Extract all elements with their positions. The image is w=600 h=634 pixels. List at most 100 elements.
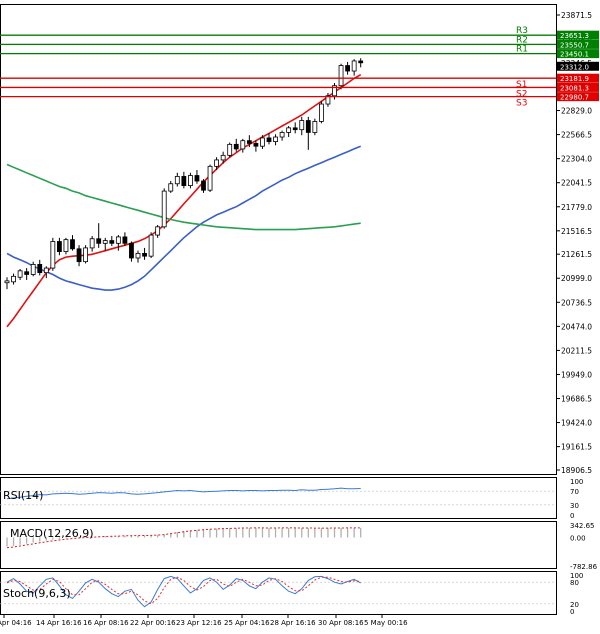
price-pane xyxy=(4,58,364,328)
stoch-tick-label: 20 xyxy=(570,601,579,609)
y-tick-label: 22041.5 xyxy=(561,179,592,188)
rsi-tick-label: 70 xyxy=(570,488,579,496)
level-value-box xyxy=(557,92,599,102)
candle-body xyxy=(181,176,187,186)
pane-border xyxy=(0,477,557,519)
candle-body xyxy=(351,60,357,72)
candle-body xyxy=(266,137,272,143)
y-tick-label: 23871.5 xyxy=(561,11,592,20)
x-tick-label: 14 Apr 16:16 xyxy=(36,619,82,627)
candle-body xyxy=(240,140,246,150)
candle-body xyxy=(260,137,265,147)
candle-body xyxy=(338,65,344,87)
y-tick-label: 20736.5 xyxy=(561,298,592,307)
candle-body xyxy=(168,183,174,192)
level-value-label: 23450.1 xyxy=(560,51,589,59)
pane-border xyxy=(0,521,557,569)
y-tick-label: 22829.0 xyxy=(561,107,592,116)
candle-body xyxy=(279,132,285,138)
candle-body xyxy=(122,236,128,244)
level-value-box xyxy=(557,30,599,40)
pane-border xyxy=(0,571,557,615)
candle-body xyxy=(109,240,115,244)
candle-body xyxy=(76,248,82,263)
candle-body xyxy=(135,253,141,259)
candle-body xyxy=(17,270,23,278)
y-tick-label: 20211.5 xyxy=(561,346,592,355)
candle-body xyxy=(50,241,56,269)
candle-body xyxy=(273,136,278,143)
last-price-box xyxy=(557,61,599,71)
candle-body xyxy=(253,143,259,147)
x-tick-label: 16 Apr 08:16 xyxy=(83,619,129,627)
stoch-d-line xyxy=(6,576,361,605)
moving-average-line xyxy=(6,163,361,231)
candle-body xyxy=(148,234,154,257)
y-tick-label: 22304.0 xyxy=(561,155,592,164)
stoch-tick-label: 80 xyxy=(570,579,579,587)
level-value-box xyxy=(557,82,599,92)
level-label: S2 xyxy=(516,89,527,99)
level-label: R2 xyxy=(516,35,528,45)
level-label: S1 xyxy=(516,80,527,90)
level-label: S3 xyxy=(516,99,527,109)
rsi-line xyxy=(6,487,361,500)
level-value-label: 23651.3 xyxy=(560,32,589,40)
x-tick-label: 28 Apr 16:16 xyxy=(270,619,316,627)
level-value-box xyxy=(557,49,599,59)
y-tick-label: 22566.5 xyxy=(561,131,592,140)
y-tick-label: 19949.0 xyxy=(561,370,592,379)
candle-body xyxy=(11,275,16,283)
candle-body xyxy=(187,175,193,186)
stoch-k-line xyxy=(6,575,361,608)
candle-body xyxy=(286,127,292,133)
candle-body xyxy=(96,238,102,244)
y-tick-label: 21779.0 xyxy=(561,203,592,212)
candle-body xyxy=(63,239,69,252)
x-tick-label: 5 May 00:16 xyxy=(364,619,408,627)
candle-body xyxy=(83,247,88,263)
x-tick-label: 25 Apr 04:16 xyxy=(224,619,270,627)
level-value-label: 23181.9 xyxy=(560,75,589,83)
rsi-pane: 100 70 30 0 RSI(14) xyxy=(0,478,583,520)
candle-body xyxy=(305,120,311,133)
macd-tick-label: -782.86 xyxy=(570,563,598,571)
candle-body xyxy=(214,159,220,167)
rsi-tick-label: 100 xyxy=(570,478,583,486)
candle-body xyxy=(102,240,108,244)
stoch-tick-label: 100 xyxy=(570,572,583,580)
candle-body xyxy=(43,267,49,274)
candle-body xyxy=(37,264,43,274)
pane-border xyxy=(0,4,557,475)
candle-body xyxy=(207,165,213,191)
candle-body xyxy=(312,121,318,133)
candle-body xyxy=(345,65,351,72)
candle-body xyxy=(89,238,95,249)
x-tick-label: 23 Apr 12:16 xyxy=(176,619,222,627)
y-tick-label: 18906.5 xyxy=(561,466,592,475)
price-axis: 23871.523609.023346.523092.022829.022566… xyxy=(556,11,592,475)
macd-pane: 342.65 0.00 -782.86 MACD(12,26,9) xyxy=(6,522,598,571)
candle-body xyxy=(233,143,239,150)
y-tick-label: 20999.0 xyxy=(561,274,592,283)
candle-body xyxy=(318,103,324,122)
macd-tick-label: 342.65 xyxy=(570,522,595,530)
level-label: R1 xyxy=(516,45,528,55)
level-value-box xyxy=(557,39,599,49)
level-value-box xyxy=(557,73,599,83)
candle-body xyxy=(246,140,252,144)
y-tick-label: 19424.0 xyxy=(561,419,592,428)
candle-body xyxy=(30,264,36,275)
candle-body xyxy=(332,85,337,97)
macd-signal-line xyxy=(6,527,361,549)
level-value-label: 23081.3 xyxy=(560,84,589,92)
last-price-label: 23312.0 xyxy=(560,63,589,71)
candle-body xyxy=(174,176,180,185)
rsi-label: RSI(14) xyxy=(3,489,43,502)
moving-average-line xyxy=(6,145,362,291)
candle-body xyxy=(142,253,147,257)
candle-body xyxy=(129,242,134,259)
macd-tick-label: 0.00 xyxy=(570,534,586,542)
